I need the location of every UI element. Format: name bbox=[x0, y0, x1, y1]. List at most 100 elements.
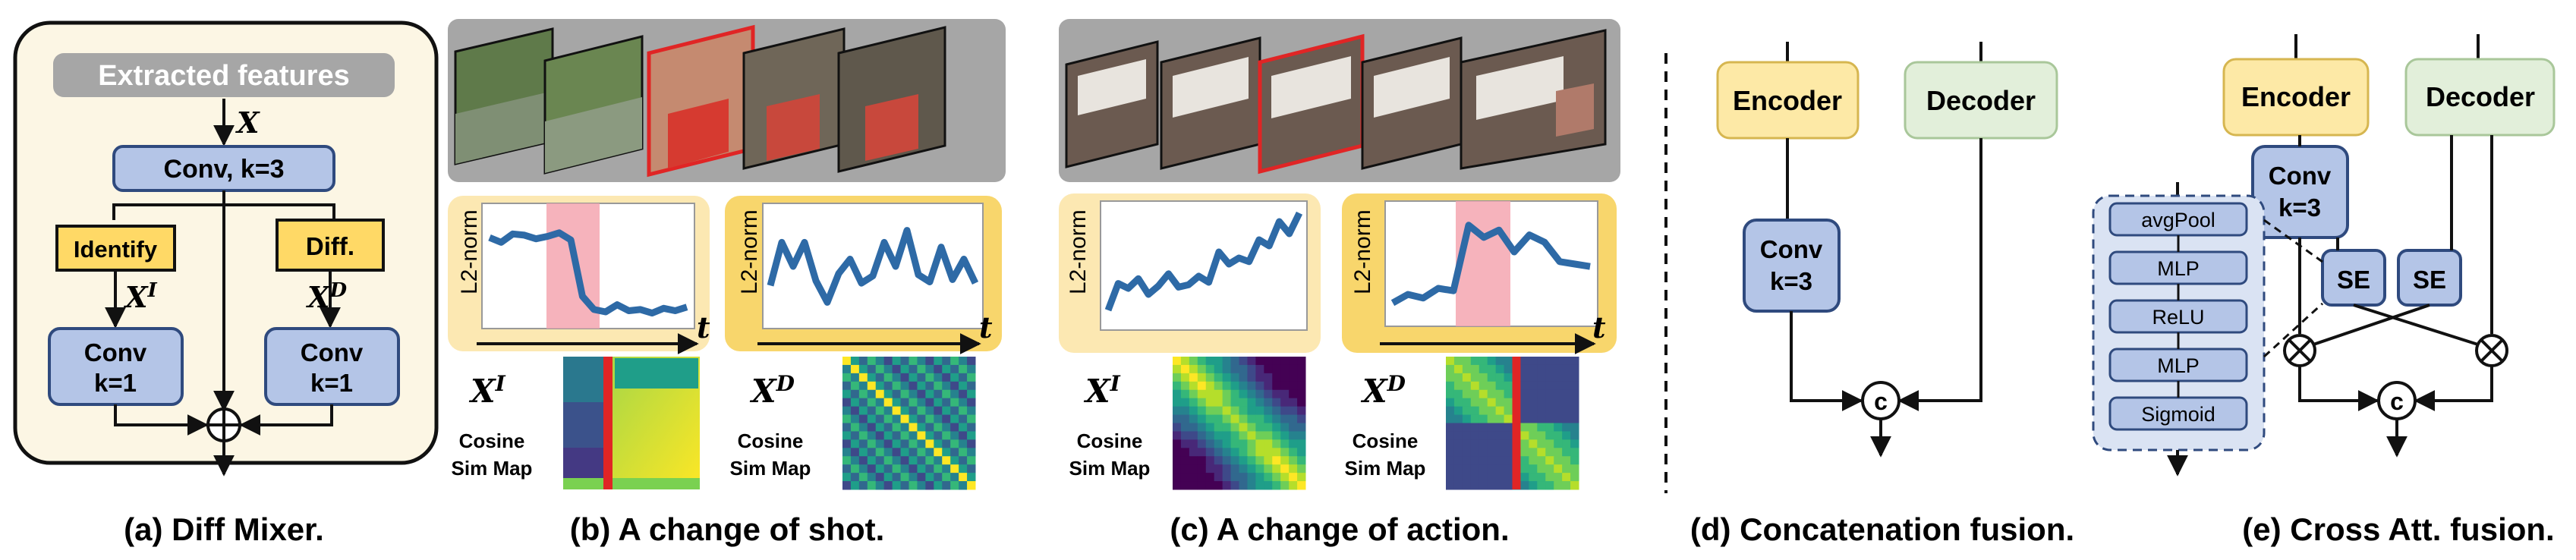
arrow-left-to-sum bbox=[114, 404, 209, 436]
sim-map-cell bbox=[1197, 464, 1207, 473]
sim-map-cell bbox=[1255, 364, 1264, 374]
sim-map-cell bbox=[925, 373, 934, 382]
sim-map-cell bbox=[883, 398, 893, 407]
sim-map-cell bbox=[1495, 364, 1505, 374]
sim-map-cell bbox=[1545, 381, 1554, 391]
sim-map-cell bbox=[1453, 481, 1463, 490]
sim-map-cell bbox=[1239, 364, 1248, 374]
sim-map-cell bbox=[1453, 398, 1463, 407]
sim-map-cell bbox=[1272, 389, 1281, 399]
sim-map-cell bbox=[1297, 357, 1306, 366]
sim-map-cell bbox=[1180, 357, 1190, 366]
sim-map-cell bbox=[1570, 381, 1579, 391]
sim-map-cell bbox=[1520, 448, 1529, 457]
se-step-label: MLP bbox=[2157, 257, 2200, 280]
sim-map-cell bbox=[950, 473, 959, 482]
sim-map-cell bbox=[909, 389, 918, 399]
sim-map-cell bbox=[1297, 439, 1306, 448]
sim-map-cell bbox=[1529, 389, 1538, 399]
sim-map-cell bbox=[1504, 373, 1513, 382]
chart-c-right-series bbox=[1390, 222, 1591, 307]
sim-map-cell bbox=[1520, 473, 1529, 482]
sim-map-cell bbox=[1545, 414, 1554, 423]
sim-map-cell bbox=[1529, 381, 1538, 391]
sim-map-cell bbox=[1247, 414, 1256, 423]
sim-map-cell bbox=[875, 364, 885, 374]
sim-map-cell bbox=[1487, 439, 1497, 448]
sim-map-cell bbox=[959, 414, 968, 423]
sim-map-cell bbox=[1570, 456, 1579, 465]
chart-c-left-ylabel: L2-norm bbox=[1066, 209, 1091, 294]
sim-map-cell bbox=[1545, 456, 1554, 465]
sim-map-cell bbox=[1280, 481, 1290, 490]
sim-map-cell bbox=[1214, 439, 1223, 448]
sim-map-cell bbox=[1495, 381, 1505, 391]
sim-map-cell bbox=[1487, 373, 1497, 382]
sim-map-cell bbox=[925, 481, 934, 490]
sim-map-cell bbox=[1197, 423, 1207, 432]
sim-map-cell bbox=[1529, 431, 1538, 440]
sim-label-b-left-2: Sim Map bbox=[452, 457, 533, 480]
sim-map-cell bbox=[1462, 481, 1472, 490]
sim-map-cell bbox=[1180, 464, 1190, 473]
xi-symbol-c: XI bbox=[1083, 371, 1121, 410]
sim-map-cell bbox=[1554, 389, 1563, 399]
sim-map-cell bbox=[1479, 373, 1488, 382]
sim-map-cell bbox=[1504, 439, 1513, 448]
sim-map-cell bbox=[842, 448, 852, 457]
sim-map-cell bbox=[1289, 389, 1298, 399]
sim-map-cell bbox=[1272, 448, 1281, 457]
sim-map-cell bbox=[1222, 406, 1232, 416]
sim-map-cell bbox=[1239, 406, 1248, 416]
sim-map-cell bbox=[1570, 439, 1579, 448]
sim-map-cell bbox=[925, 456, 934, 465]
sim-map-cell bbox=[1562, 448, 1571, 457]
sim-map-cell bbox=[1222, 389, 1232, 399]
sim-map-cell bbox=[1446, 373, 1455, 382]
sim-map-cell bbox=[1255, 406, 1264, 416]
sim-map-cell bbox=[1446, 448, 1455, 457]
sim-map-cell bbox=[1173, 357, 1182, 366]
sim-map-cell bbox=[892, 364, 902, 374]
sim-map-cell bbox=[1297, 464, 1306, 473]
sim-map-cell bbox=[1562, 473, 1571, 482]
sim-map-cell bbox=[1545, 431, 1554, 440]
sim-map-cell bbox=[1462, 389, 1472, 399]
sim-map-cell bbox=[934, 373, 943, 382]
sim-map-cell bbox=[1197, 398, 1207, 407]
sim-map-cell bbox=[942, 431, 951, 440]
sim-map-cell bbox=[967, 448, 976, 457]
sim-map-cell bbox=[850, 423, 860, 432]
sim-map-cell bbox=[1487, 431, 1497, 440]
sim-map-cell bbox=[850, 431, 860, 440]
sim-map-cell bbox=[1529, 473, 1538, 482]
arrow-conv-to-concat-d bbox=[1790, 311, 1863, 411]
sim-map-cell bbox=[1562, 431, 1571, 440]
sim-map-cell bbox=[1470, 464, 1480, 473]
chart-b-left-series bbox=[488, 229, 688, 317]
sim-map-cell bbox=[1504, 357, 1513, 366]
sim-map-cell bbox=[842, 389, 852, 399]
sim-map-cell bbox=[1189, 406, 1198, 416]
sim-map-cell bbox=[867, 389, 877, 399]
sim-map-cell bbox=[909, 357, 918, 366]
sim-map-cell bbox=[842, 364, 852, 374]
sim-map-cell bbox=[883, 464, 893, 473]
sim-map-cell bbox=[1504, 364, 1513, 374]
sim-map-cell bbox=[1264, 389, 1273, 399]
video-frames-c bbox=[1065, 29, 1607, 175]
sim-map-cell bbox=[967, 398, 976, 407]
sim-map-cell bbox=[1537, 464, 1546, 473]
conv1-right-k: k=1 bbox=[310, 369, 353, 397]
sim-map-cell bbox=[1189, 439, 1198, 448]
sim-map-cell bbox=[1222, 373, 1232, 382]
identify-label: Identify bbox=[74, 236, 158, 263]
sim-map-cell bbox=[925, 473, 934, 482]
encoder-label-e: Encoder bbox=[2241, 81, 2351, 112]
sim-map-cell bbox=[1297, 364, 1306, 374]
x-symbol: X bbox=[235, 105, 260, 140]
sim-map-cell bbox=[858, 364, 868, 374]
sim-map-cell bbox=[1239, 381, 1248, 391]
sim-map-cell bbox=[1289, 381, 1298, 391]
sim-map-cell bbox=[1470, 364, 1480, 374]
